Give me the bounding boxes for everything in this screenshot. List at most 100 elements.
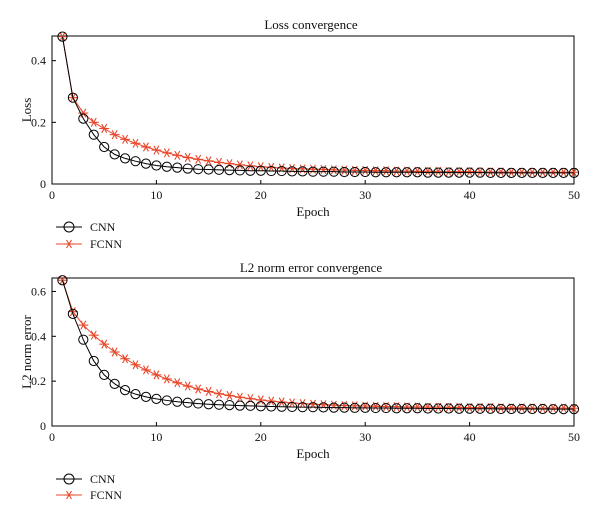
x-tick-label: 50 bbox=[568, 430, 580, 444]
data-point-cnn bbox=[464, 167, 475, 178]
series-fcnn bbox=[57, 275, 579, 413]
data-point-cnn bbox=[99, 141, 110, 153]
data-point-fcnn bbox=[109, 347, 120, 357]
y-axis: 0 0.2 0.4 0.6 bbox=[31, 284, 56, 433]
data-point-cnn bbox=[140, 158, 152, 169]
data-point-fcnn bbox=[349, 401, 360, 411]
data-point-cnn bbox=[568, 167, 580, 178]
data-point-cnn bbox=[234, 400, 246, 411]
data-point-fcnn bbox=[203, 386, 214, 397]
data-point-cnn bbox=[527, 403, 538, 415]
legend: CNN FCNN bbox=[56, 472, 122, 502]
data-point-fcnn bbox=[182, 381, 193, 391]
data-point-cnn bbox=[548, 167, 559, 178]
data-point-cnn bbox=[151, 160, 162, 171]
data-point-cnn bbox=[307, 166, 319, 177]
data-point-fcnn bbox=[78, 320, 89, 330]
data-point-cnn bbox=[537, 403, 548, 415]
x-tick-label: 0 bbox=[49, 188, 55, 202]
y-tick-label: 0.2 bbox=[31, 115, 46, 129]
data-point-cnn bbox=[266, 165, 277, 177]
legend: CNN FCNN bbox=[56, 220, 122, 251]
data-point-fcnn bbox=[120, 134, 131, 144]
data-point-cnn bbox=[297, 166, 308, 177]
data-point-fcnn bbox=[527, 403, 538, 413]
data-point-cnn bbox=[57, 275, 68, 286]
data-point-fcnn bbox=[151, 145, 162, 155]
x-tick-label: 20 bbox=[255, 430, 267, 444]
data-point-fcnn bbox=[234, 392, 245, 402]
data-point-cnn bbox=[119, 385, 131, 396]
legend-label-fcnn: FCNN bbox=[90, 237, 122, 251]
data-point-cnn bbox=[391, 167, 402, 178]
data-point-fcnn bbox=[454, 167, 465, 177]
data-point-fcnn bbox=[99, 123, 110, 134]
data-point-cnn bbox=[464, 403, 475, 414]
data-point-cnn bbox=[349, 166, 360, 178]
data-point-cnn bbox=[454, 167, 465, 178]
series-line-cnn bbox=[61, 36, 574, 174]
data-point-cnn bbox=[328, 166, 339, 177]
data-point-fcnn bbox=[234, 160, 245, 170]
data-point-cnn bbox=[67, 92, 78, 103]
legend-item-fcnn: FCNN bbox=[56, 237, 122, 251]
l2-error-chart: L2 norm error convergence 0 10 20 30 40 50 00… bbox=[19, 260, 580, 502]
x-tick-label: 40 bbox=[464, 430, 476, 444]
data-point-fcnn bbox=[224, 159, 235, 169]
data-point-cnn bbox=[161, 161, 172, 172]
data-point-cnn bbox=[193, 398, 204, 409]
data-point-cnn bbox=[548, 404, 559, 415]
legend-item-cnn: CNN bbox=[56, 472, 116, 486]
data-point-cnn bbox=[516, 403, 527, 415]
legend-label-cnn: CNN bbox=[90, 472, 116, 486]
legend-marker-fcnn bbox=[64, 490, 74, 500]
data-point-cnn bbox=[454, 403, 465, 414]
data-point-fcnn bbox=[140, 365, 151, 375]
data-point-cnn bbox=[339, 166, 350, 178]
data-point-fcnn bbox=[495, 167, 506, 177]
data-point-cnn bbox=[506, 167, 517, 178]
plot-frame bbox=[51, 277, 575, 427]
data-point-cnn bbox=[495, 167, 507, 178]
data-point-cnn bbox=[245, 400, 256, 411]
y-tick-label: 0 bbox=[40, 177, 46, 191]
data-point-cnn bbox=[558, 404, 569, 415]
data-point-fcnn bbox=[161, 374, 172, 384]
x-tick-label: 30 bbox=[359, 430, 371, 444]
data-point-fcnn bbox=[193, 384, 204, 394]
y-axis-label: Loss bbox=[19, 98, 34, 123]
data-point-cnn bbox=[516, 167, 527, 178]
data-point-cnn bbox=[318, 166, 329, 177]
data-point-cnn bbox=[318, 402, 329, 413]
y-tick-label: 0 bbox=[40, 419, 46, 433]
data-point-fcnn bbox=[161, 148, 172, 158]
data-point-cnn bbox=[527, 167, 538, 178]
data-point-cnn bbox=[433, 167, 444, 178]
data-point-cnn bbox=[245, 165, 256, 176]
data-point-cnn bbox=[485, 167, 496, 178]
data-point-cnn bbox=[412, 167, 423, 178]
data-point-fcnn bbox=[569, 167, 579, 177]
data-point-fcnn bbox=[318, 164, 329, 175]
data-point-cnn bbox=[568, 404, 580, 415]
data-point-cnn bbox=[422, 167, 433, 178]
data-point-cnn bbox=[287, 401, 298, 413]
data-point-fcnn bbox=[88, 117, 99, 127]
data-point-cnn bbox=[172, 396, 183, 407]
data-point-cnn bbox=[412, 403, 423, 414]
data-point-cnn bbox=[495, 403, 507, 415]
data-point-fcnn bbox=[99, 339, 110, 349]
data-point-cnn bbox=[349, 402, 360, 413]
data-point-cnn bbox=[443, 403, 454, 414]
data-point-cnn bbox=[474, 403, 486, 414]
data-point-cnn bbox=[474, 167, 486, 178]
data-point-cnn bbox=[485, 403, 496, 414]
x-tick-label: 30 bbox=[359, 188, 371, 202]
x-tick-label: 0 bbox=[49, 430, 55, 444]
data-point-cnn bbox=[266, 401, 277, 412]
data-point-fcnn bbox=[172, 378, 183, 388]
series-line-fcnn bbox=[61, 280, 575, 409]
data-point-cnn bbox=[537, 167, 548, 178]
data-point-cnn bbox=[401, 167, 413, 178]
data-point-fcnn bbox=[464, 167, 475, 177]
